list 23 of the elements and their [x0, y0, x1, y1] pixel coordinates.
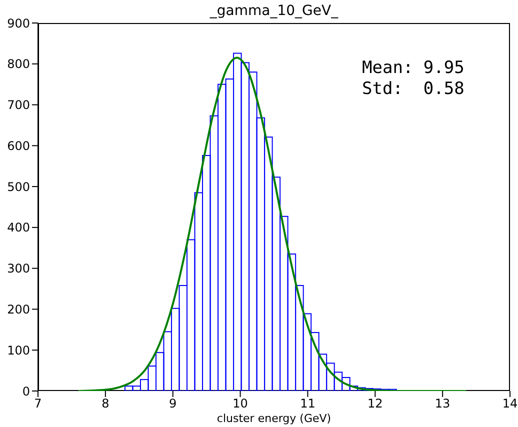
- y-tick-label: 100: [7, 343, 30, 358]
- x-axis-title: cluster energy (GeV): [216, 412, 332, 425]
- y-tick-label: 900: [7, 16, 30, 30]
- y-tick-label: 400: [7, 220, 30, 235]
- chart-title: _gamma_10_GeV_: [208, 3, 340, 19]
- x-tick-label: 11: [300, 396, 316, 411]
- x-tick-label: 13: [434, 396, 450, 411]
- y-tick-label: 500: [7, 180, 30, 194]
- x-tick-label: 8: [102, 396, 110, 411]
- y-tick-label: 600: [7, 138, 30, 153]
- y-tick-label: 0: [22, 384, 30, 398]
- annotation: Mean: 9.95: [362, 58, 464, 79]
- x-tick-label: 10: [232, 396, 248, 411]
- y-tick-label: 800: [7, 57, 30, 72]
- x-tick-label: 7: [34, 396, 42, 411]
- line-series: [77, 56, 468, 391]
- annotation: Std: 0.58: [362, 79, 464, 100]
- x-tick-label: 12: [368, 396, 383, 411]
- y-tick-label: 200: [7, 302, 30, 316]
- x-tick-label: 9: [169, 396, 177, 411]
- y-tick-label: 300: [7, 262, 30, 276]
- x-tick-label: 14: [502, 396, 518, 411]
- y-tick-label: 700: [7, 98, 30, 112]
